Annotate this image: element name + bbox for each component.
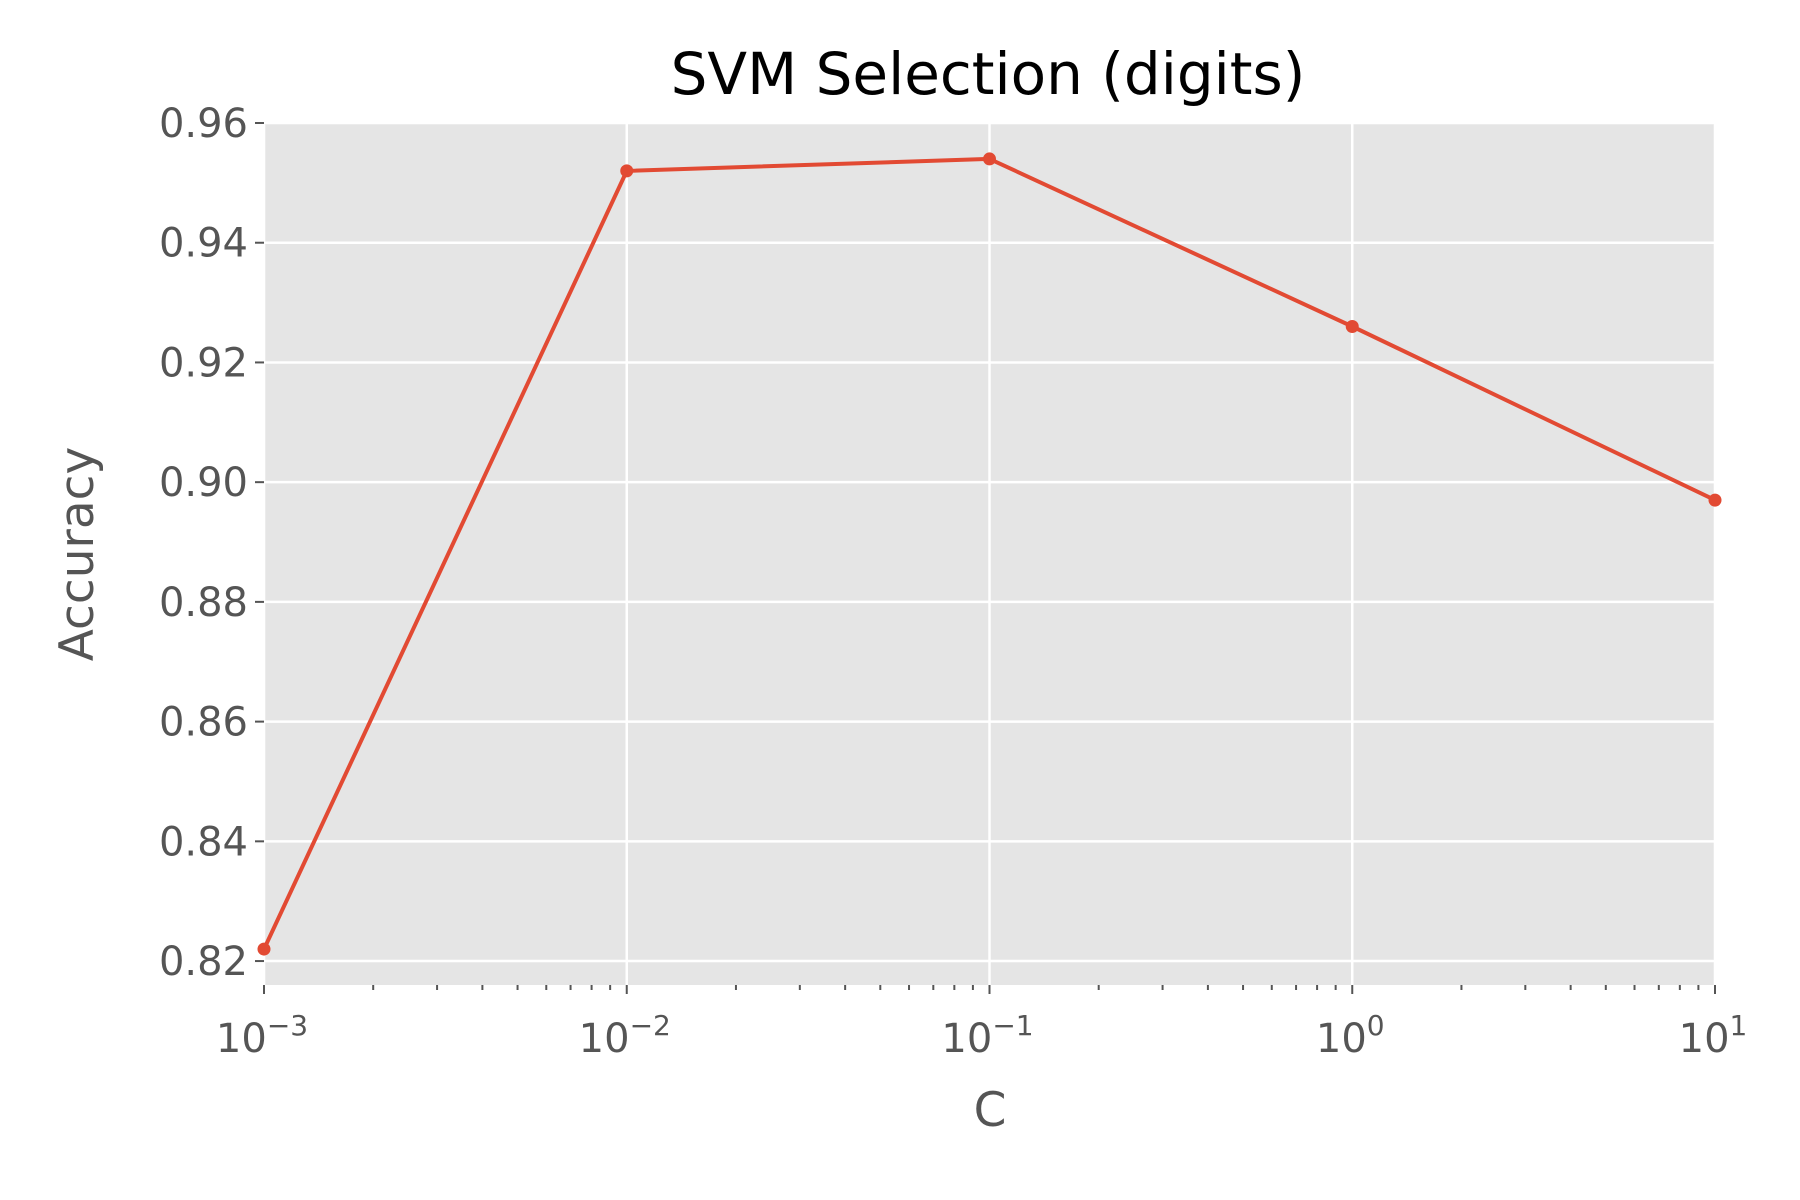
x-tick-label: 10−1 <box>941 1009 1033 1062</box>
data-point <box>983 152 996 166</box>
x-tick-label: 101 <box>1679 1009 1748 1062</box>
y-axis-label: Accuracy <box>50 447 105 662</box>
y-tick-label: 0.84 <box>159 819 248 865</box>
x-tick-label: 10−2 <box>579 1009 671 1062</box>
y-tick-label: 0.92 <box>159 340 248 386</box>
grid-layer <box>262 121 1717 985</box>
y-tick-label: 0.88 <box>159 580 248 626</box>
ticks-layer: 0.82 0.84 0.86 0.88 0.90 0.92 0.94 0.96 10−3 10−2… <box>159 101 1747 1062</box>
y-tick-label: 0.90 <box>159 460 248 506</box>
series-layer <box>257 152 1722 956</box>
y-tick-label: 0.82 <box>159 939 248 985</box>
x-tick-label: 100 <box>1316 1009 1385 1062</box>
data-point <box>1708 493 1722 507</box>
x-axis-label: C <box>974 1083 1007 1138</box>
chart-title: SVM Selection (digits) <box>671 40 1306 108</box>
y-tick-label: 0.94 <box>159 221 248 267</box>
y-tick-label: 0.96 <box>159 101 248 147</box>
data-point <box>1345 320 1359 334</box>
y-tick-label: 0.86 <box>159 700 248 746</box>
data-point <box>257 942 271 956</box>
data-point <box>620 164 634 178</box>
x-tick-label: 10−3 <box>216 1009 308 1062</box>
